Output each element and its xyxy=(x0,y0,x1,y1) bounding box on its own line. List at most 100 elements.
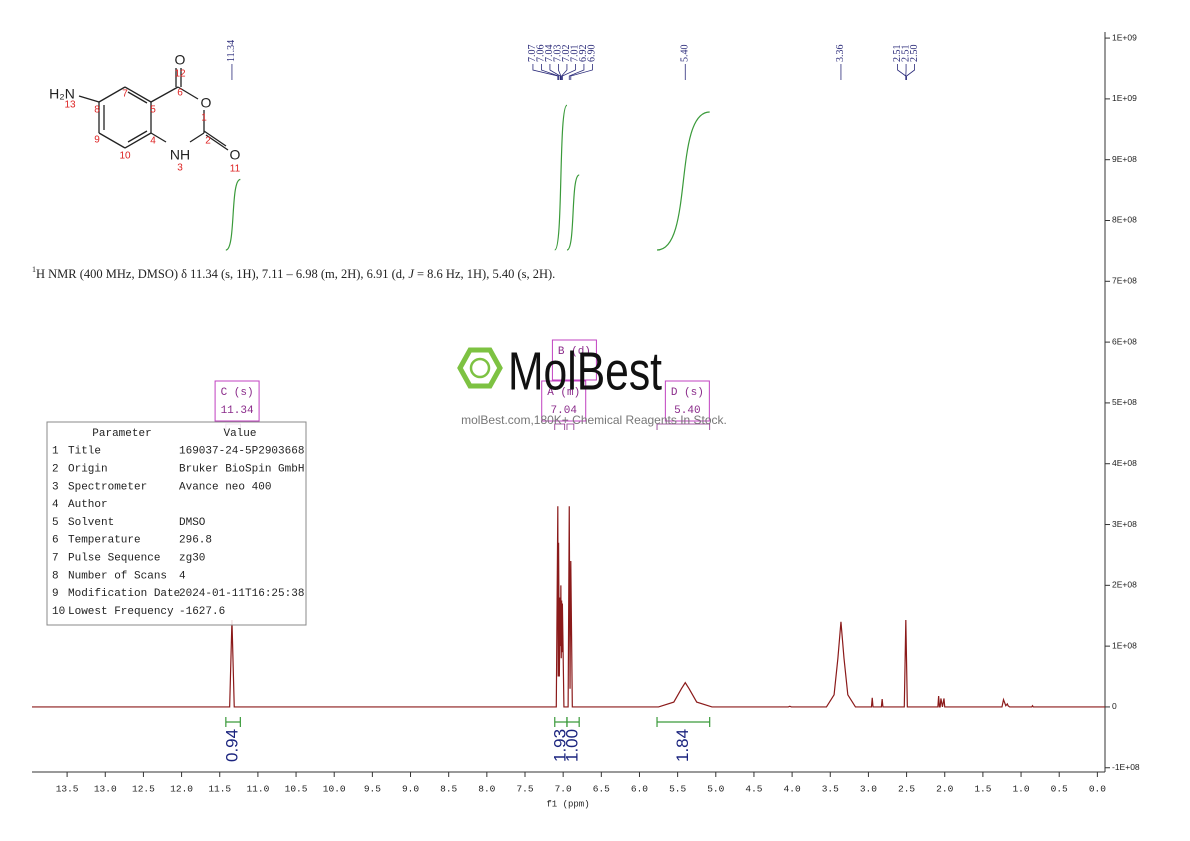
atom-label: H₂N xyxy=(49,86,75,102)
x-tick-label: 6.5 xyxy=(593,784,610,795)
integral-bracket xyxy=(656,717,711,727)
y-tick-label: 1E+09 xyxy=(1112,32,1137,42)
x-tick-label: 5.5 xyxy=(669,784,686,795)
x-tick-label: 12.5 xyxy=(132,784,155,795)
peak-label: 6.90 xyxy=(587,45,598,63)
table-cell: Spectrometer xyxy=(68,481,147,493)
spectrum-line xyxy=(32,506,1105,708)
integral-bracket xyxy=(554,717,568,727)
peak-connector xyxy=(897,64,907,80)
x-tick-label: 9.0 xyxy=(402,784,419,795)
table-header: Parameter xyxy=(92,428,151,440)
multiplet-range xyxy=(656,423,711,430)
y-tick-label: 1E+09 xyxy=(1112,93,1137,103)
multiplet-box xyxy=(664,380,710,422)
atom-label: O xyxy=(175,52,186,68)
peak-label: 2.50 xyxy=(909,45,920,63)
y-tick-label: 6E+08 xyxy=(1112,336,1137,346)
annotation: 1H NMR (400 MHz, DMSO) δ 11.34 (s, 1H), … xyxy=(32,265,555,281)
y-tick-label: 9E+08 xyxy=(1112,154,1137,164)
locant: 5 xyxy=(150,105,156,116)
y-tick-label: 5E+08 xyxy=(1112,397,1137,407)
integral-value: 1.00 xyxy=(563,729,582,762)
peak-connector xyxy=(568,64,585,80)
peak-connector xyxy=(549,64,561,80)
table-cell: 8 xyxy=(52,570,59,582)
table-cell: Title xyxy=(68,446,101,458)
table-cell: Number of Scans xyxy=(68,570,167,582)
x-tick-label: 11.5 xyxy=(208,784,231,795)
annotation-text: H NMR (400 MHz, DMSO) δ 11.34 (s, 1H), 7… xyxy=(36,267,408,281)
x-tick-label: 8.5 xyxy=(440,784,457,795)
table-cell: 5 xyxy=(52,517,59,529)
peak-connector xyxy=(561,64,576,80)
table-cell: Avance neo 400 xyxy=(179,481,271,493)
x-tick-label: 9.5 xyxy=(364,784,381,795)
x-tick-label: 4.0 xyxy=(784,784,801,795)
x-tick-label: 6.0 xyxy=(631,784,648,795)
peak-connector xyxy=(532,64,559,80)
locant: 3 xyxy=(177,163,183,174)
multiplet-shift: 11.34 xyxy=(221,405,254,417)
x-tick-label: 1.0 xyxy=(1012,784,1029,795)
multiplet-name: D (s) xyxy=(671,387,704,399)
peak-label: 6.92 xyxy=(578,45,589,63)
watermark-text: molBest.com,180K+ Chemical Reagents In S… xyxy=(461,413,727,427)
watermark-logo xyxy=(457,347,503,389)
table-cell: Modification Date xyxy=(68,588,180,600)
y-tick-label: 3E+08 xyxy=(1112,519,1137,529)
table-cell: 3 xyxy=(52,481,59,493)
table-cell: Solvent xyxy=(68,517,114,529)
locant: 8 xyxy=(94,105,100,116)
x-tick-label: 3.0 xyxy=(860,784,877,795)
x-tick-label: 4.5 xyxy=(745,784,762,795)
table-cell: 2 xyxy=(52,464,59,476)
x-tick-label: 7.0 xyxy=(555,784,572,795)
multiplet-name: C (s) xyxy=(221,387,254,399)
table-cell: Pulse Sequence xyxy=(68,553,160,565)
x-tick-label: 8.0 xyxy=(478,784,495,795)
peak-connector xyxy=(906,64,915,80)
annotation-sup: 1 xyxy=(32,265,36,274)
peak-connector xyxy=(541,64,559,80)
integral-value: 1.93 xyxy=(550,729,569,762)
table-cell: zg30 xyxy=(179,553,205,565)
locant: 6 xyxy=(177,88,183,99)
watermark-title: MolBest xyxy=(508,341,662,401)
y-tick-label: 1E+08 xyxy=(1112,640,1137,650)
peak-label: 7.06 xyxy=(536,45,547,63)
locant: 9 xyxy=(94,135,100,146)
y-tick-label: 0 xyxy=(1112,701,1117,711)
locant: 4 xyxy=(150,136,156,147)
table-cell: DMSO xyxy=(179,517,206,529)
peak-label: 7.04 xyxy=(544,45,555,63)
x-tick-label: 12.0 xyxy=(170,784,193,795)
table-cell: Author xyxy=(68,499,108,511)
multiplet-range xyxy=(554,423,566,430)
locant: 2 xyxy=(205,136,211,147)
peak-label: 2.51 xyxy=(900,45,911,63)
table-cell: 7 xyxy=(52,553,59,565)
x-tick-label: 0.5 xyxy=(1051,784,1068,795)
integral-bracket xyxy=(225,717,241,727)
table-cell: Bruker BioSpin GmbH xyxy=(179,464,304,476)
multiplet-name: B (d) xyxy=(558,346,591,358)
locant: 13 xyxy=(64,100,76,111)
table-cell: Temperature xyxy=(68,535,141,547)
integral-curve xyxy=(554,104,568,251)
table-cell: 6 xyxy=(52,535,59,547)
peak-label: 2.51 xyxy=(892,45,903,63)
peak-label: 3.36 xyxy=(835,45,846,63)
peak-connector xyxy=(558,64,562,80)
locant: 11 xyxy=(230,164,241,175)
y-tick-label: 4E+08 xyxy=(1112,458,1137,468)
peak-label: 7.03 xyxy=(553,45,564,63)
multiplet-box xyxy=(551,339,597,381)
structure xyxy=(78,68,229,151)
table-cell: 1 xyxy=(52,446,59,458)
peak-label: 7.01 xyxy=(570,45,581,63)
parameter-table xyxy=(46,421,307,626)
table-cell: Lowest Frequency xyxy=(68,606,174,618)
y-tick-label: 2E+08 xyxy=(1112,580,1137,590)
